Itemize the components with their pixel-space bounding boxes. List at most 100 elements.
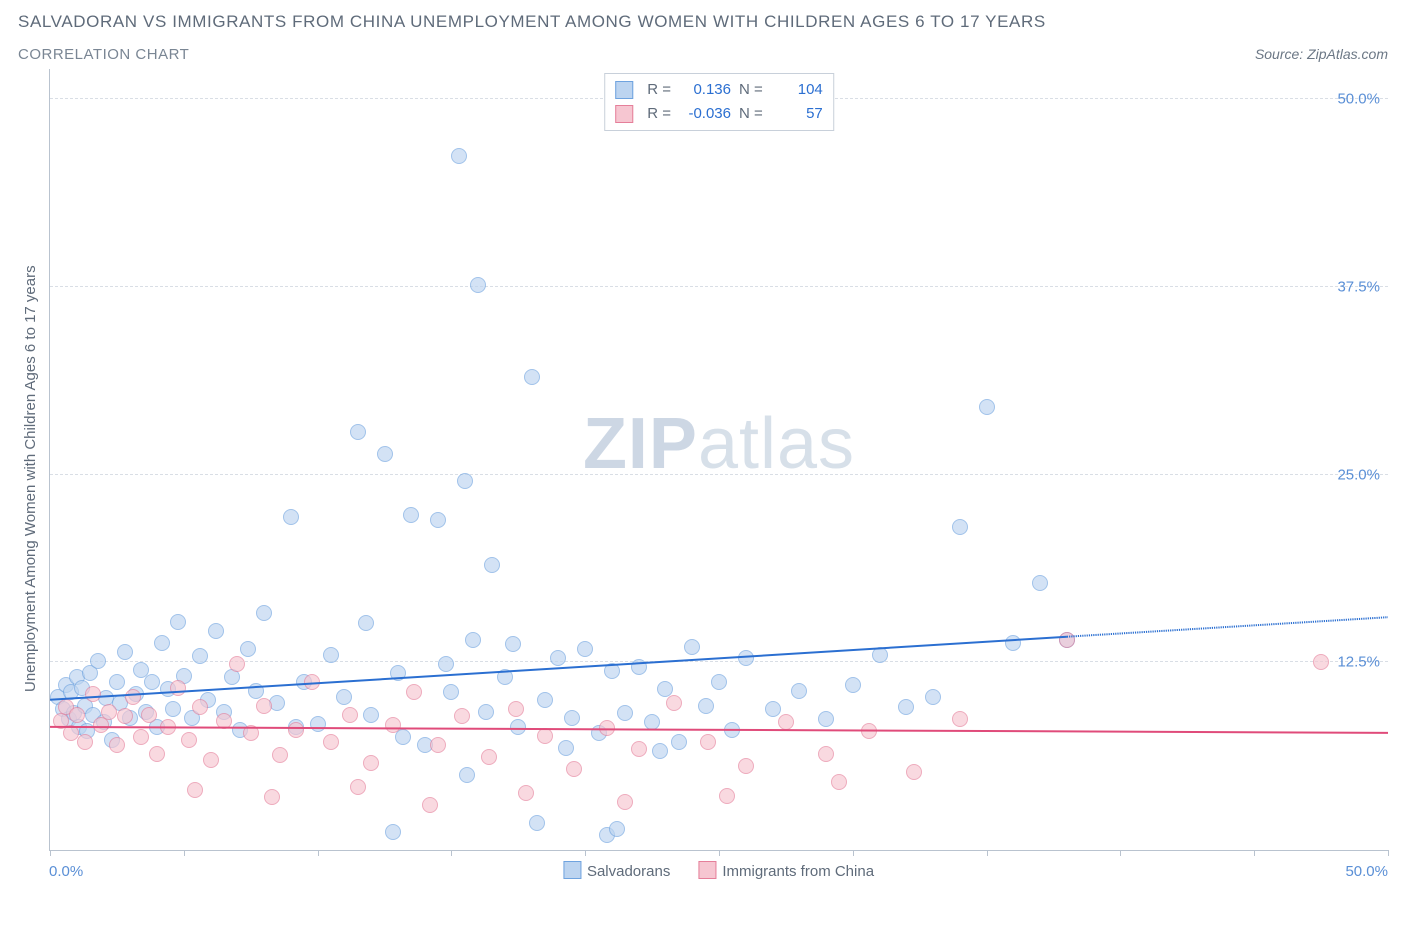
data-point xyxy=(203,752,219,768)
gridline xyxy=(50,661,1388,662)
data-point xyxy=(451,148,467,164)
y-tick-label: 50.0% xyxy=(1337,91,1380,108)
data-point xyxy=(438,656,454,672)
data-point xyxy=(698,698,714,714)
data-point xyxy=(791,683,807,699)
data-point xyxy=(906,764,922,780)
swatch-series-2 xyxy=(615,105,633,123)
data-point xyxy=(133,729,149,745)
x-tick xyxy=(1388,850,1389,856)
data-point xyxy=(336,689,352,705)
data-point xyxy=(684,639,700,655)
data-point xyxy=(264,789,280,805)
data-point xyxy=(617,794,633,810)
data-point xyxy=(831,774,847,790)
gridline xyxy=(50,286,1388,287)
y-tick-label: 12.5% xyxy=(1337,654,1380,671)
data-point xyxy=(154,635,170,651)
data-point xyxy=(778,714,794,730)
data-point xyxy=(160,719,176,735)
data-point xyxy=(979,399,995,415)
swatch-series-1-b xyxy=(563,861,581,879)
data-point xyxy=(363,755,379,771)
data-point xyxy=(149,746,165,762)
data-point xyxy=(342,707,358,723)
swatch-series-1 xyxy=(615,81,633,99)
data-point xyxy=(187,782,203,798)
y-axis-label: Unemployment Among Women with Children A… xyxy=(18,69,43,889)
data-point xyxy=(1313,654,1329,670)
data-point xyxy=(385,717,401,733)
data-point xyxy=(738,758,754,774)
data-point xyxy=(69,707,85,723)
data-point xyxy=(497,669,513,685)
data-point xyxy=(478,704,494,720)
data-point xyxy=(465,632,481,648)
data-point xyxy=(170,614,186,630)
data-point xyxy=(390,665,406,681)
data-point xyxy=(845,677,861,693)
data-point xyxy=(304,674,320,690)
x-axis-min-label: 0.0% xyxy=(49,863,83,880)
legend-item-2: Immigrants from China xyxy=(698,861,874,880)
data-point xyxy=(872,647,888,663)
y-tick-label: 37.5% xyxy=(1337,278,1380,295)
x-axis-max-label: 50.0% xyxy=(1345,863,1388,880)
data-point xyxy=(537,728,553,744)
data-point xyxy=(403,507,419,523)
data-point xyxy=(181,732,197,748)
data-point xyxy=(430,737,446,753)
subtitle-row: CORRELATION CHART Source: ZipAtlas.com xyxy=(18,46,1388,63)
data-point xyxy=(109,737,125,753)
data-point xyxy=(558,740,574,756)
data-point xyxy=(248,683,264,699)
gridline xyxy=(50,474,1388,475)
data-point xyxy=(457,473,473,489)
data-point xyxy=(898,699,914,715)
data-point xyxy=(283,509,299,525)
data-point xyxy=(170,680,186,696)
data-point xyxy=(510,719,526,735)
data-point xyxy=(719,788,735,804)
data-point xyxy=(90,653,106,669)
stats-legend-row-1: R = 0.136 N = 104 xyxy=(615,78,823,102)
data-point xyxy=(85,686,101,702)
stats-legend-row-2: R = -0.036 N = 57 xyxy=(615,102,823,126)
data-point xyxy=(577,641,593,657)
data-point xyxy=(711,674,727,690)
data-point xyxy=(1059,632,1075,648)
data-point xyxy=(422,797,438,813)
data-point xyxy=(395,729,411,745)
chart-title: SALVADORAN VS IMMIGRANTS FROM CHINA UNEM… xyxy=(18,12,1388,32)
source-label: Source: ZipAtlas.com xyxy=(1255,46,1388,62)
data-point xyxy=(537,692,553,708)
data-point xyxy=(529,815,545,831)
data-point xyxy=(818,711,834,727)
data-point xyxy=(484,557,500,573)
data-point xyxy=(1005,635,1021,651)
data-point xyxy=(240,641,256,657)
chart-subtitle: CORRELATION CHART xyxy=(18,46,189,63)
data-point xyxy=(323,647,339,663)
data-point xyxy=(256,605,272,621)
data-point xyxy=(1032,575,1048,591)
data-point xyxy=(101,704,117,720)
data-point xyxy=(358,615,374,631)
data-point xyxy=(385,824,401,840)
data-point xyxy=(256,698,272,714)
data-point xyxy=(524,369,540,385)
data-point xyxy=(652,743,668,759)
data-point xyxy=(323,734,339,750)
data-point xyxy=(443,684,459,700)
data-point xyxy=(144,674,160,690)
data-point xyxy=(738,650,754,666)
data-point xyxy=(671,734,687,750)
data-point xyxy=(93,717,109,733)
data-point xyxy=(243,725,259,741)
data-point xyxy=(117,644,133,660)
data-point xyxy=(77,734,93,750)
data-point xyxy=(952,711,968,727)
data-point xyxy=(272,747,288,763)
data-point xyxy=(724,722,740,738)
data-point xyxy=(459,767,475,783)
